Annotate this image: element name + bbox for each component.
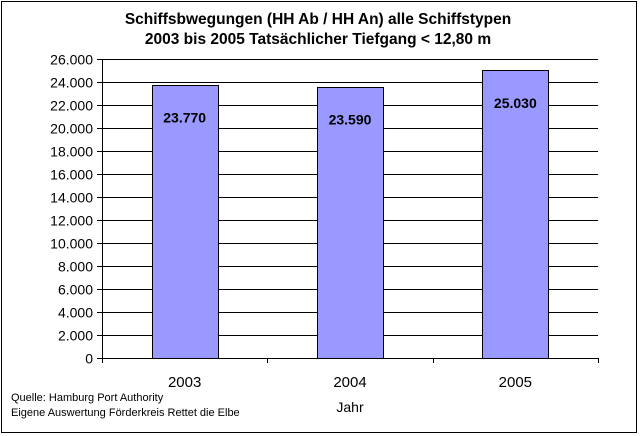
source-line-2: Eigene Auswertung Förderkreis Rettet die… (11, 407, 240, 419)
x-tick-label-2004: 2004 (333, 374, 366, 391)
x-axis-title: Jahr (336, 399, 364, 415)
y-tick-label: 16.000 (50, 167, 93, 183)
y-tick-label: 12.000 (50, 213, 93, 229)
y-tick-label: 24.000 (50, 75, 93, 91)
data-labels: 23.770 23.590 25.030 (163, 95, 537, 128)
y-tick-label: 26.000 (50, 52, 93, 68)
data-label-2005: 25.030 (494, 95, 537, 111)
axes (97, 59, 599, 363)
bar-2003 (152, 85, 219, 359)
y-tick-label: 14.000 (50, 190, 93, 206)
x-tick-labels: 2003 2004 2005 (168, 374, 532, 391)
y-tick-label: 18.000 (50, 144, 93, 160)
data-label-2004: 23.590 (329, 112, 372, 128)
bars (152, 70, 549, 359)
y-tick-label: 20.000 (50, 121, 93, 137)
x-tick-label-2005: 2005 (499, 374, 532, 391)
source-note: Quelle: Hamburg Port Authority Eigene Au… (11, 391, 240, 421)
y-tick-label: 8.000 (58, 259, 93, 275)
chart-title-line-2: 2003 bis 2005 Tatsächlicher Tiefgang < 1… (144, 31, 492, 48)
chart-title-line-1: Schiffsbwegungen (HH Ab / HH An) alle Sc… (124, 11, 512, 28)
y-tick-label: 4.000 (58, 305, 93, 321)
y-tick-labels: 0 2.000 4.000 6.000 8.000 10.000 12.000 14.000 1… (50, 52, 93, 367)
y-tick-label: 22.000 (50, 98, 93, 114)
x-tick-label-2003: 2003 (168, 374, 201, 391)
chart-title: Schiffsbwegungen (HH Ab / HH An) alle Sc… (0, 10, 636, 50)
data-label-2003: 23.770 (163, 110, 206, 126)
y-tick-label: 0 (85, 351, 93, 367)
source-line-1: Quelle: Hamburg Port Authority (11, 392, 164, 404)
y-tick-label: 6.000 (58, 282, 93, 298)
y-tick-label: 10.000 (50, 236, 93, 252)
y-tick-label: 2.000 (58, 328, 93, 344)
bar-2005 (482, 70, 549, 359)
bar-2004 (317, 87, 384, 359)
